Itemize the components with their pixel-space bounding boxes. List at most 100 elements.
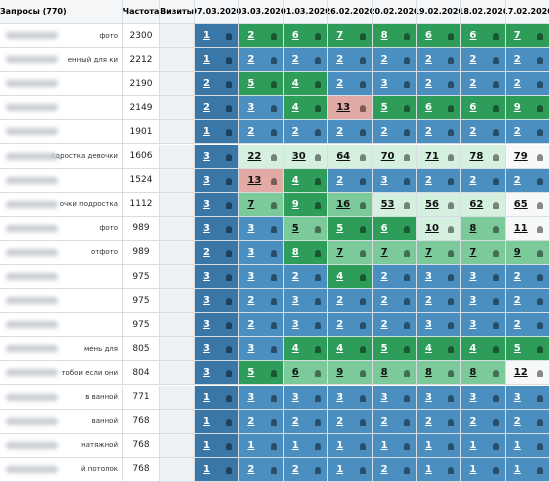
query-cell[interactable]	[0, 313, 123, 338]
position-cell: 3	[372, 72, 417, 97]
user-icon	[492, 418, 499, 426]
position-cell-text: 2	[291, 415, 299, 427]
visits-cell	[160, 240, 195, 265]
position-cell: 3	[239, 96, 284, 121]
position-cell: 2	[505, 168, 550, 193]
position-cell: 11	[505, 216, 550, 241]
query-cell[interactable]	[0, 96, 123, 121]
position-cell-text: 1	[513, 463, 521, 475]
user-icon	[537, 105, 544, 113]
query-cell[interactable]: й потолок	[0, 457, 123, 482]
blurred-text	[6, 128, 58, 136]
position-cell: 3	[328, 385, 373, 410]
user-icon	[226, 57, 233, 65]
query-cell[interactable]: ванной	[0, 409, 123, 434]
position-cell-text: 6	[291, 30, 299, 42]
position-cell-text: 9	[336, 367, 344, 379]
position-cell-text: 3	[469, 295, 477, 307]
user-icon	[403, 418, 410, 426]
query-cell[interactable]	[0, 289, 123, 314]
frequency-header[interactable]: "Частота"	[123, 0, 160, 24]
position-cell-text: 2	[247, 295, 255, 307]
position-cell-text: 1	[247, 439, 255, 451]
query-cell[interactable]	[0, 265, 123, 290]
position-cell-text: 2	[336, 319, 344, 331]
user-icon	[448, 81, 455, 89]
position-cell: 2	[417, 72, 462, 97]
query-cell[interactable]	[0, 168, 123, 193]
query-header[interactable]: Запросы (770)	[0, 0, 123, 24]
query-cell[interactable]	[0, 120, 123, 145]
query-cell[interactable]: мень для	[0, 337, 123, 362]
user-icon	[492, 442, 499, 450]
query-cell[interactable]: в ванной	[0, 385, 123, 410]
user-icon	[315, 442, 322, 450]
position-cell-text: 2	[336, 126, 344, 138]
position-cell-text: 2	[425, 174, 432, 186]
position-cell-text: 7	[336, 246, 344, 258]
position-cell: 2	[461, 72, 506, 97]
position-cell: 2	[505, 72, 550, 97]
blurred-text	[6, 80, 58, 88]
visits-cell	[160, 144, 195, 169]
position-cell-text: 4	[291, 174, 299, 186]
position-cell: 8	[461, 216, 506, 241]
position-cell-text: 5	[247, 78, 255, 90]
position-cell: 6	[417, 96, 462, 121]
position-cell-text: 10	[425, 222, 439, 234]
position-cell-text: 5	[380, 343, 388, 355]
position-cell-text: 2	[513, 271, 521, 283]
user-icon	[226, 153, 233, 161]
position-cell-text: 3	[203, 343, 210, 355]
user-icon	[315, 466, 322, 474]
position-cell-text: 2	[513, 78, 521, 90]
query-cell[interactable]	[0, 72, 123, 97]
query-cell[interactable]: фото	[0, 216, 123, 241]
user-icon	[315, 274, 322, 281]
position-cell: 2	[283, 265, 329, 290]
position-cell-text: 2	[247, 30, 255, 42]
query-cell[interactable]: отфото	[0, 240, 123, 265]
frequency-cell: 804	[123, 361, 160, 386]
position-cell-text: 3	[380, 174, 388, 186]
query-cell[interactable]: енный для ки	[0, 48, 123, 73]
frequency-cell: 975	[123, 265, 160, 290]
position-cell: 2	[328, 409, 373, 434]
user-icon	[448, 201, 455, 209]
position-cell: 9	[505, 240, 550, 265]
position-cell-text: 3	[203, 295, 210, 307]
position-cell-text: 1	[203, 415, 210, 427]
query-cell[interactable]: натяжной	[0, 433, 123, 458]
frequency-cell: 989	[123, 216, 160, 241]
position-cell: 2	[328, 313, 373, 338]
frequency-cell-text: 1524	[129, 175, 153, 186]
user-icon	[359, 442, 366, 450]
query-cell[interactable]: одростка девочки	[0, 144, 123, 169]
frequency-cell-text: 975	[132, 271, 150, 282]
query-cell[interactable]: тобои если они	[0, 361, 123, 386]
position-cell: 3	[195, 168, 240, 193]
position-cell: 3	[195, 361, 240, 386]
user-icon	[359, 274, 366, 281]
query-cell[interactable]: фото	[0, 24, 123, 49]
user-icon	[315, 322, 322, 330]
blurred-text	[6, 369, 58, 377]
user-icon	[270, 466, 277, 474]
visits-header[interactable]: Визиты	[160, 0, 195, 24]
position-cell-text: 5	[247, 367, 255, 379]
query-cell[interactable]: очки подростка	[0, 192, 123, 217]
blurred-text	[6, 152, 58, 160]
position-cell-text: 1	[203, 126, 210, 138]
position-cell: 2	[505, 409, 550, 434]
user-icon	[270, 201, 277, 209]
